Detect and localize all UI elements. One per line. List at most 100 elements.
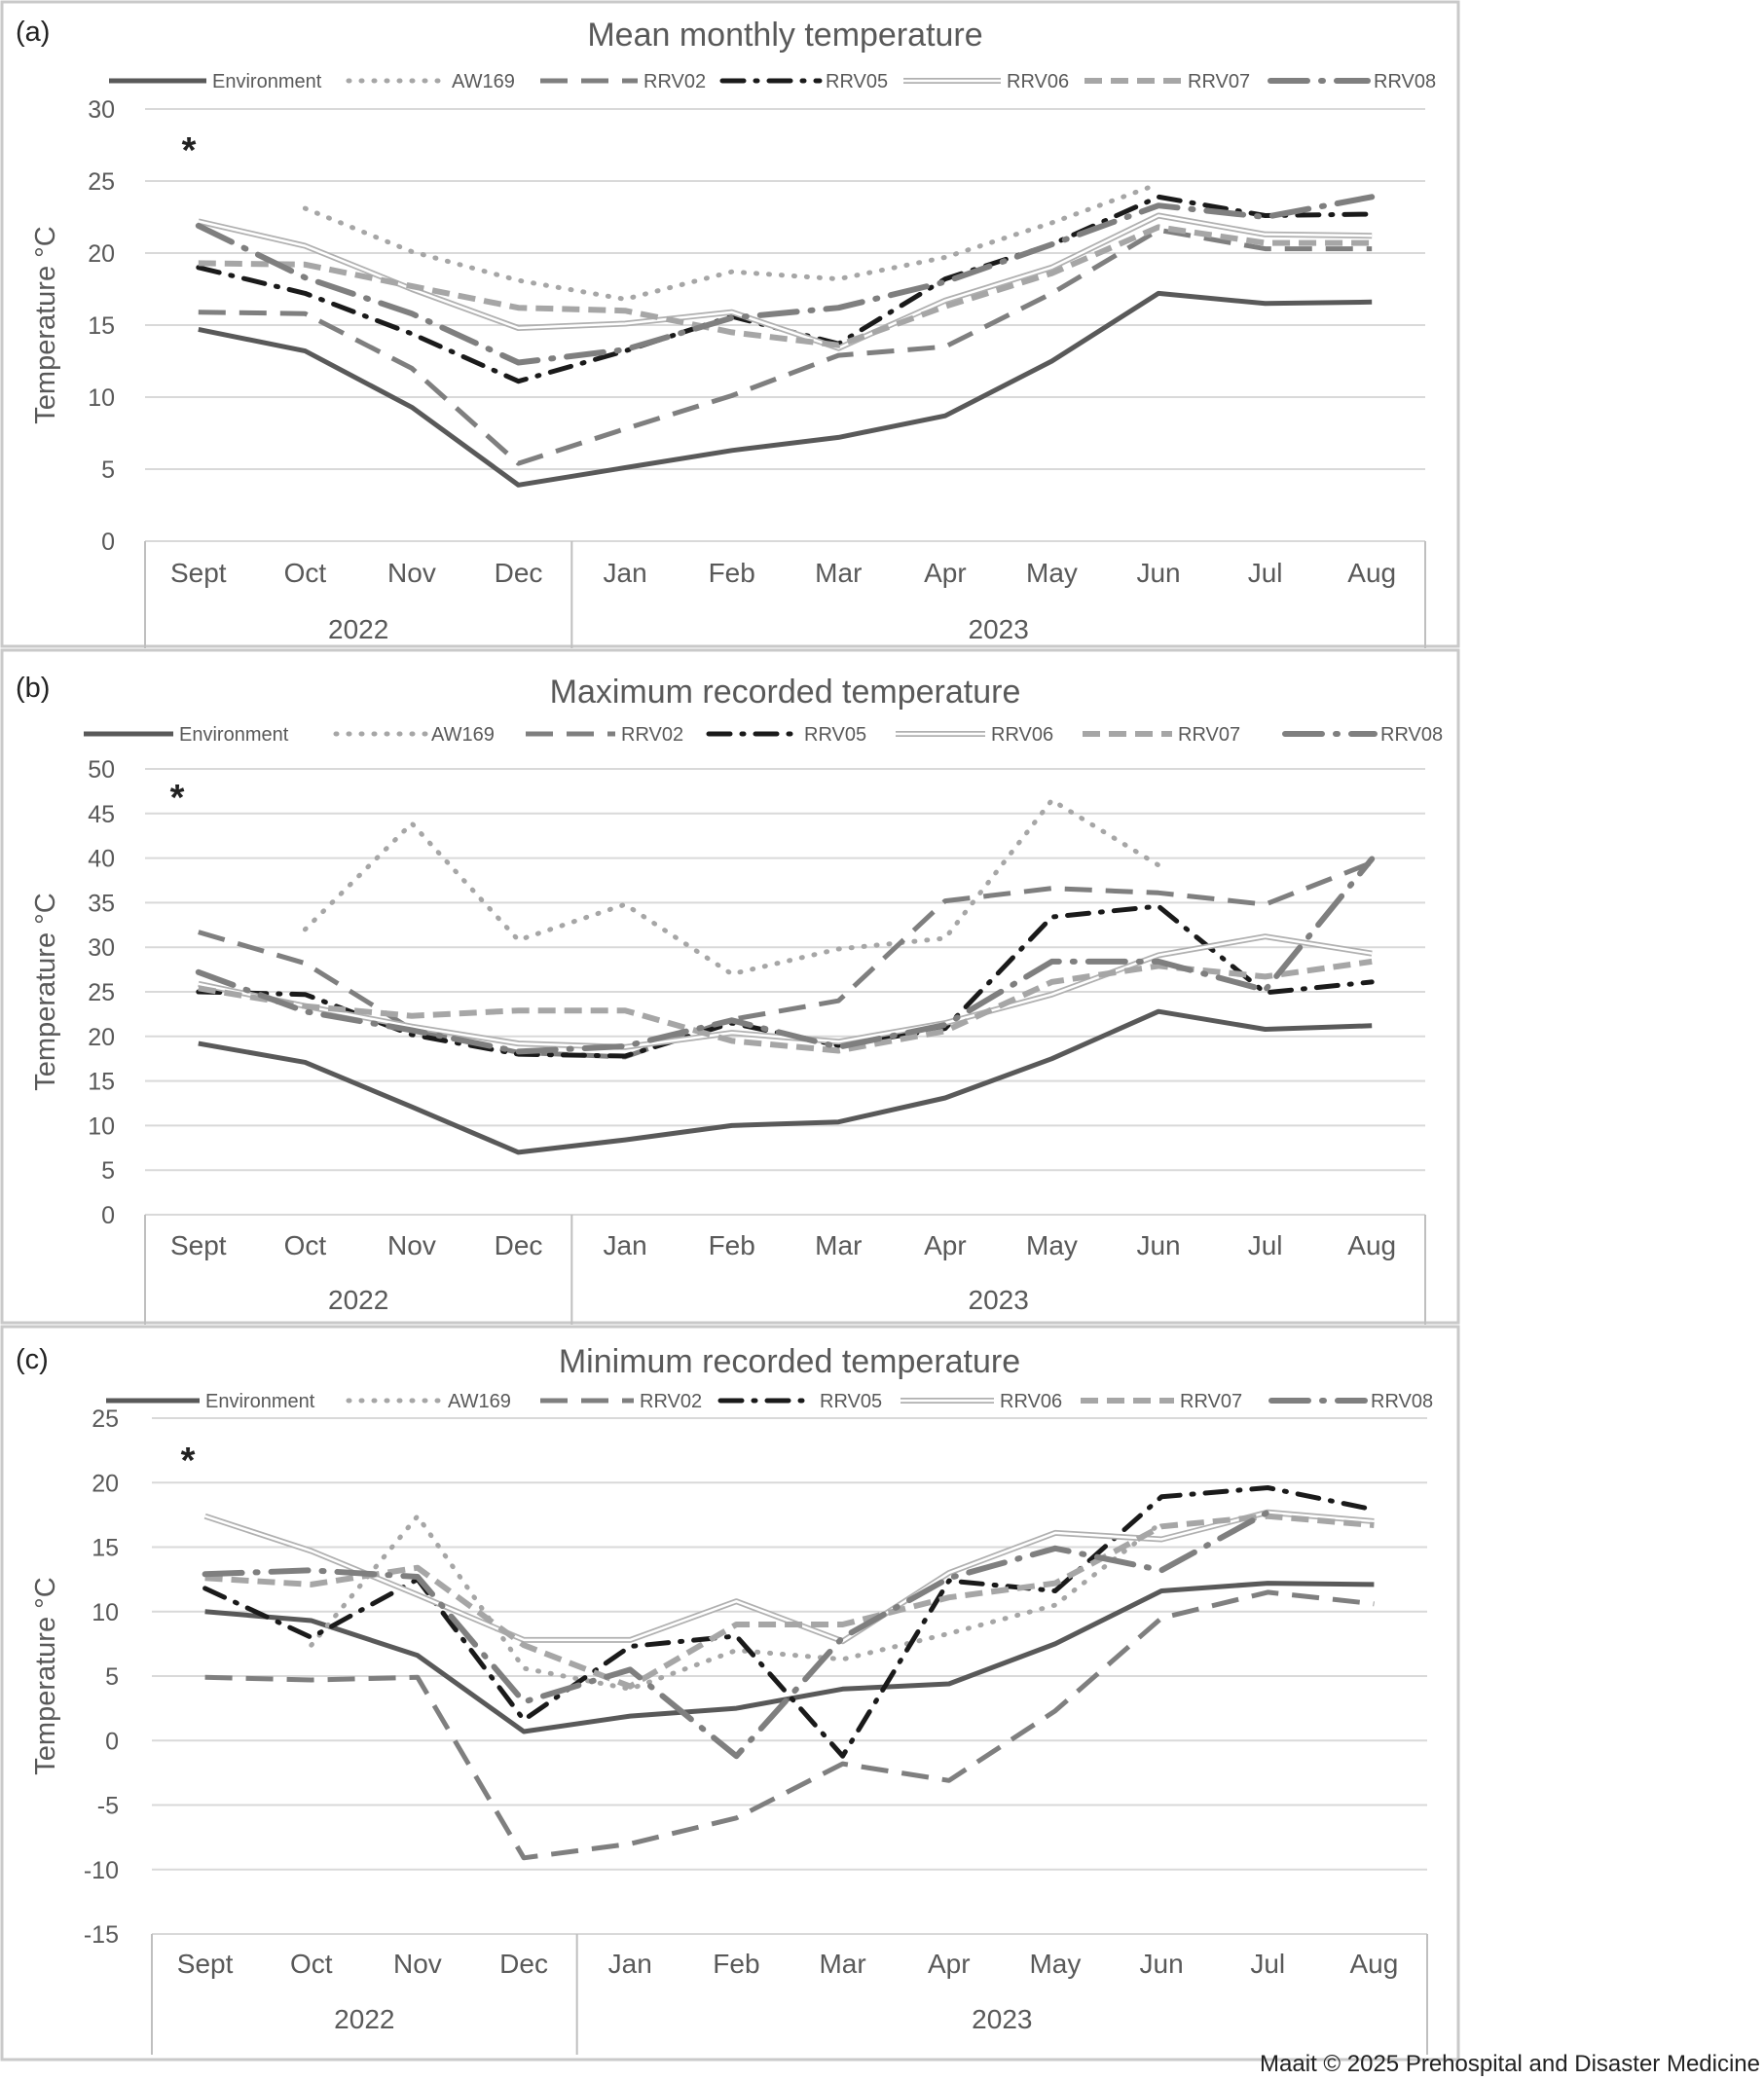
y-tick-label: -10 xyxy=(84,1857,119,1884)
x-tick-label: Aug xyxy=(1347,1230,1396,1260)
legend-item-rrv08: RRV08 xyxy=(1282,724,1443,746)
y-tick-label: 10 xyxy=(88,384,115,412)
x-tick-label: Apr xyxy=(928,1949,971,1979)
x-tick-label: Apr xyxy=(924,558,967,588)
x-tick-label: Nov xyxy=(387,1230,436,1260)
x-tick-label: May xyxy=(1029,1949,1081,1979)
legend-label: RRV06 xyxy=(1007,71,1069,92)
series-line-rrv02 xyxy=(204,1589,1375,1861)
y-tick-label: 20 xyxy=(92,1470,119,1497)
legend-item-rrv05: RRV05 xyxy=(719,71,888,92)
x-tick-label: Nov xyxy=(387,558,436,588)
panel-border xyxy=(0,1325,1460,2062)
series-environment xyxy=(198,1008,1373,1155)
legend-item-environment: Environment xyxy=(109,71,322,92)
x-tick-label: Jul xyxy=(1248,1230,1283,1260)
panel-c: (c) Minimum recorded temperature -15 -10 -5 0… xyxy=(0,1325,1460,2062)
x-tick-label: Jul xyxy=(1250,1949,1285,1979)
series-rrv07 xyxy=(198,958,1373,1054)
x-tick-label: Jul xyxy=(1248,558,1283,588)
legend-label: RRV07 xyxy=(1178,724,1240,746)
x-tick-label: Dec xyxy=(495,1230,543,1260)
series-line-rrv06 xyxy=(204,1511,1375,1643)
legend-label: Environment xyxy=(212,71,322,92)
series-line-rrv06 xyxy=(198,934,1373,1049)
x-tick-label: Oct xyxy=(284,558,327,588)
series-rrv07 xyxy=(204,1513,1375,1690)
panel-label: (b) xyxy=(16,673,50,704)
legend-label: AW169 xyxy=(448,1391,511,1412)
legend-item-environment: Environment xyxy=(106,1391,315,1412)
series-rrv06 xyxy=(198,933,1373,1050)
legend-label: RRV05 xyxy=(826,71,888,92)
series-aw169 xyxy=(302,797,1161,977)
legend-item-rrv08: RRV08 xyxy=(1268,71,1436,92)
y-tick-label: 5 xyxy=(101,456,115,484)
y-tick-label: 45 xyxy=(88,801,115,828)
legend-label: RRV02 xyxy=(640,1391,702,1412)
series-line-rrv02 xyxy=(198,859,1374,1060)
x-tick-label: Jan xyxy=(604,558,647,588)
x-tick-label: Jun xyxy=(1136,1230,1180,1260)
series-line-rrv08 xyxy=(195,856,1376,1055)
y-tick-label: 30 xyxy=(88,96,115,124)
legend-label: AW169 xyxy=(452,71,515,92)
series-rrv08 xyxy=(195,194,1376,366)
series-line-environment xyxy=(198,290,1373,488)
y-tick-label: 30 xyxy=(88,934,115,962)
legend-label: RRV08 xyxy=(1371,1391,1433,1412)
series-line-aw169 xyxy=(302,797,1161,977)
legend-item-aw169: AW169 xyxy=(333,724,495,746)
x-tick-label: Feb xyxy=(709,558,755,588)
legend-item-rrv07: RRV07 xyxy=(1081,1391,1242,1412)
x-tick-label: Aug xyxy=(1347,558,1396,588)
legend-label: RRV05 xyxy=(804,724,866,746)
legend-label: Environment xyxy=(205,1391,315,1412)
series-environment xyxy=(198,290,1373,488)
asterisk-annotation: * xyxy=(182,130,197,171)
legend-item-rrv05: RRV05 xyxy=(717,1391,882,1412)
legend-label: RRV08 xyxy=(1374,71,1436,92)
legend-label: RRV07 xyxy=(1180,1391,1242,1412)
legend-label: Environment xyxy=(179,724,289,746)
asterisk-annotation: * xyxy=(170,778,185,819)
legend-item-rrv06: RRV06 xyxy=(900,1391,1062,1412)
y-tick-label: 5 xyxy=(101,1157,115,1185)
y-tick-label: 25 xyxy=(88,168,115,196)
panel-a: (a) Mean monthly temperature 0 5 10 15 20 25 30 T… xyxy=(0,0,1460,648)
x-tick-label: Mar xyxy=(819,1949,865,1979)
legend-item-rrv02: RRV02 xyxy=(526,724,683,746)
legend-item-environment: Environment xyxy=(84,724,289,746)
legend-item-rrv07: RRV07 xyxy=(1084,71,1250,92)
panel-border xyxy=(0,648,1460,1325)
series-rrv06 xyxy=(203,1509,1375,1645)
legend-label: RRV02 xyxy=(621,724,683,746)
series-rrv02 xyxy=(198,227,1373,466)
legend-label: RRV07 xyxy=(1188,71,1250,92)
y-tick-label: 15 xyxy=(88,312,115,340)
x-tick-label: Apr xyxy=(924,1230,967,1260)
series-line-rrv08 xyxy=(202,1509,1271,1760)
legend-item-aw169: AW169 xyxy=(346,71,515,92)
x-tick-label: Jun xyxy=(1140,1949,1184,1979)
year-label-2023: 2023 xyxy=(972,2004,1032,2034)
series-rrv02 xyxy=(204,1589,1375,1861)
series-rrv02 xyxy=(198,859,1374,1060)
legend-item-rrv07: RRV07 xyxy=(1083,724,1240,746)
series-line-rrv08 xyxy=(195,194,1376,366)
x-tick-label: Mar xyxy=(815,1230,862,1260)
y-tick-label: -15 xyxy=(84,1921,119,1949)
x-tick-label: May xyxy=(1026,1230,1078,1260)
series-line-aw169 xyxy=(309,1514,1164,1692)
legend-label: RRV06 xyxy=(1000,1391,1062,1412)
series-aw169 xyxy=(302,181,1161,302)
series-line-environment xyxy=(198,1008,1373,1155)
series-line-rrv02 xyxy=(198,227,1373,466)
year-label-2023: 2023 xyxy=(969,614,1029,644)
x-tick-label: Dec xyxy=(499,1949,548,1979)
legend-item-rrv02: RRV02 xyxy=(540,71,706,92)
x-tick-label: Feb xyxy=(709,1230,755,1260)
series-rrv08 xyxy=(202,1509,1271,1760)
x-tick-label: Sept xyxy=(170,558,227,588)
